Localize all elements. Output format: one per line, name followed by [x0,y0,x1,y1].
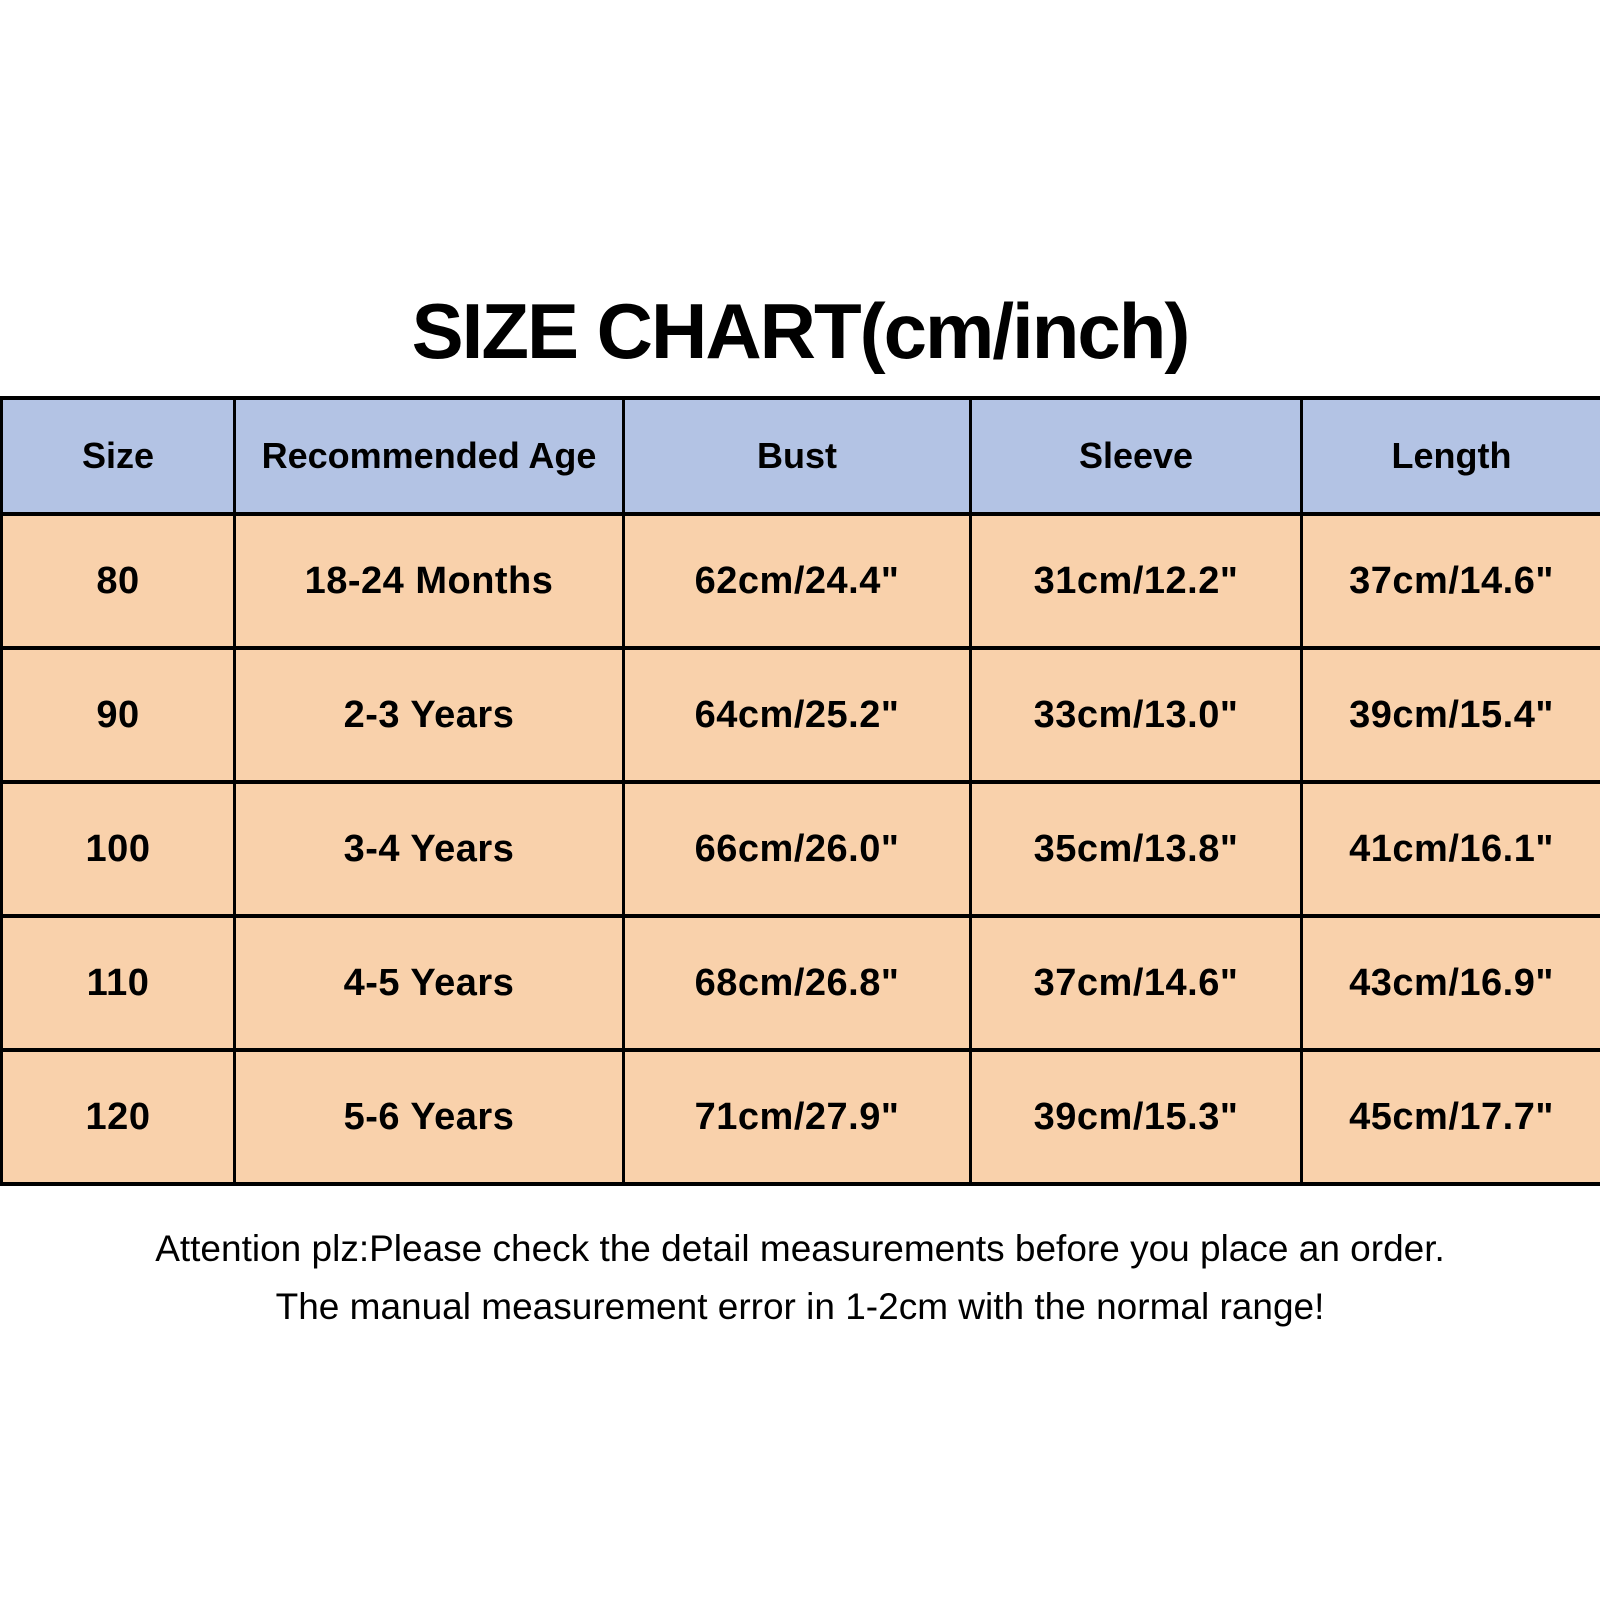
table-cell: 90 [0,646,236,784]
table-cell: 45cm/17.7" [1300,1048,1600,1186]
attention-note: Attention plz:Please check the detail me… [0,1220,1600,1336]
table-cell: 39cm/15.3" [969,1048,1303,1186]
page-title: SIZE CHART(cm/inch) [411,287,1191,375]
table-cell: 71cm/27.9" [622,1048,972,1186]
table-cell: 68cm/26.8" [622,914,972,1052]
column-header-bust: Bust [622,396,972,516]
table-cell: 120 [0,1048,236,1186]
table-body: 80 18-24 Months 62cm/24.4" 31cm/12.2" 37cm/1… [0,512,1600,1186]
column-header-size: Size [0,396,236,516]
table-cell: 41cm/16.1" [1300,780,1600,918]
table-row: 90 2-3 Years 64cm/25.2" 33cm/13.0" 39cm/15.4… [0,646,1600,784]
table-cell: 43cm/16.9" [1300,914,1600,1052]
table-cell: 37cm/14.6" [969,914,1303,1052]
table-cell: 3-4 Years [233,780,625,918]
table-cell: 110 [0,914,236,1052]
table-cell: 2-3 Years [233,646,625,784]
table-row: 100 3-4 Years 66cm/26.0" 35cm/13.8" 41cm/16.… [0,780,1600,918]
table-cell: 66cm/26.0" [622,780,972,918]
table-cell: 5-6 Years [233,1048,625,1186]
table-row: 110 4-5 Years 68cm/26.8" 37cm/14.6" 43cm/16.… [0,914,1600,1052]
table-cell: 18-24 Months [233,512,625,650]
table-cell: 33cm/13.0" [969,646,1303,784]
table-cell: 62cm/24.4" [622,512,972,650]
table-cell: 64cm/25.2" [622,646,972,784]
column-header-length: Length [1300,396,1600,516]
table-cell: 31cm/12.2" [969,512,1303,650]
size-chart-table: Size Recommended Age Bust Sleeve Length 80 18… [0,396,1600,1186]
column-header-sleeve: Sleeve [969,396,1303,516]
table-header: Size Recommended Age Bust Sleeve Length [0,396,1600,516]
table-header-row: Size Recommended Age Bust Sleeve Length [0,396,1600,516]
attention-note-line1: Attention plz:Please check the detail me… [155,1228,1445,1269]
table-row: 120 5-6 Years 71cm/27.9" 39cm/15.3" 45cm/17.… [0,1048,1600,1186]
table-cell: 4-5 Years [233,914,625,1052]
table-cell: 80 [0,512,236,650]
table-row: 80 18-24 Months 62cm/24.4" 31cm/12.2" 37cm/1… [0,512,1600,650]
attention-note-line2: The manual measurement error in 1-2cm wi… [275,1286,1325,1327]
column-header-recommended-age: Recommended Age [233,396,625,516]
table-cell: 37cm/14.6" [1300,512,1600,650]
table-cell: 35cm/13.8" [969,780,1303,918]
table-cell: 39cm/15.4" [1300,646,1600,784]
table-cell: 100 [0,780,236,918]
